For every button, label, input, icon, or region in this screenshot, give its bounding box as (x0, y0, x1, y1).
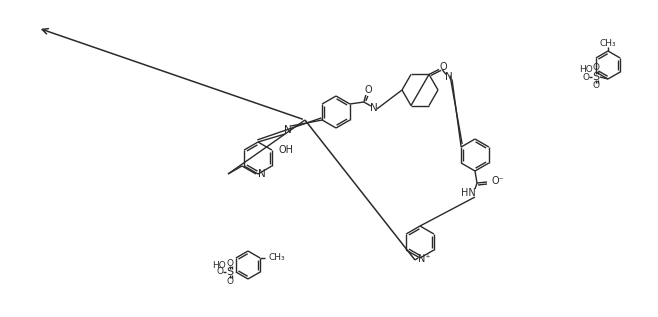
Text: O: O (226, 258, 234, 268)
Text: N: N (445, 72, 453, 82)
Text: O: O (216, 268, 223, 276)
Text: HO: HO (579, 66, 593, 74)
Text: N: N (258, 169, 266, 179)
Text: O: O (439, 62, 447, 72)
Text: S: S (226, 267, 234, 277)
Text: N⁺: N⁺ (418, 254, 430, 264)
Text: O: O (364, 85, 372, 95)
Text: O: O (582, 73, 590, 81)
Text: N: N (370, 103, 378, 113)
Text: HN: HN (461, 188, 475, 198)
Text: S: S (592, 72, 599, 82)
Text: CH₃: CH₃ (599, 40, 617, 49)
Text: OH: OH (279, 145, 294, 155)
Text: O: O (592, 81, 599, 90)
Text: CH₃: CH₃ (268, 254, 285, 262)
Text: O⁻: O⁻ (491, 176, 504, 186)
Text: O: O (226, 276, 234, 286)
Text: O: O (592, 63, 599, 73)
Text: N: N (284, 125, 292, 135)
Text: HO: HO (212, 261, 226, 269)
